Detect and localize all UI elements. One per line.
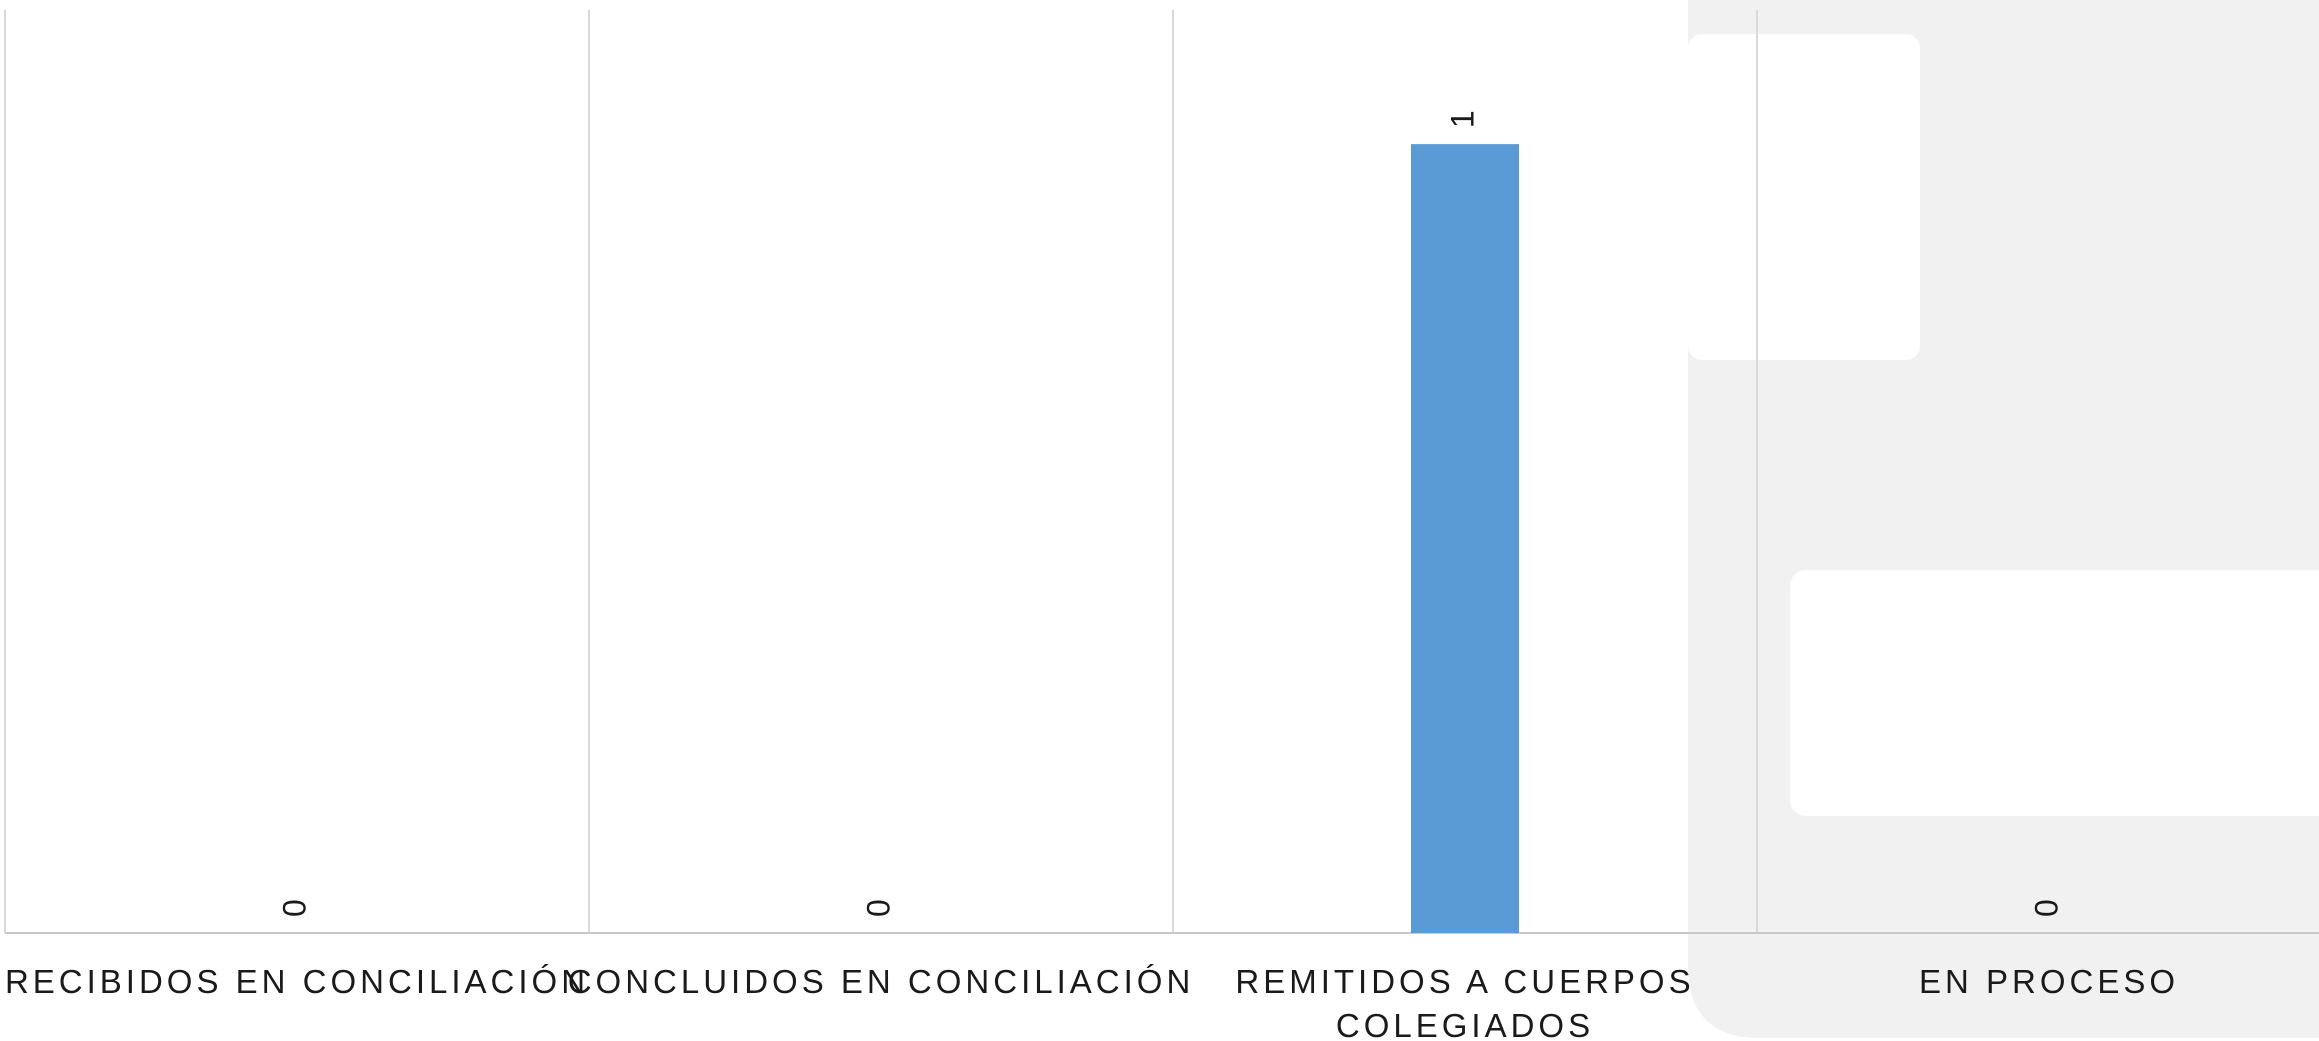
category-tick-label: RECIBIDOS EN CONCILIACIÓN [5,963,589,1000]
bar [1411,144,1519,934]
category-tick-label: EN PROCESO [1919,963,2179,1000]
tick-label-line: REMITIDOS A CUERPOS [1235,963,1694,1000]
tick-label-line: RECIBIDOS EN CONCILIACIÓN [5,963,589,1000]
bars [1411,144,1519,934]
category-tick-label: CONCLUIDOS EN CONCILIACIÓN [568,963,1195,1000]
decor-cutout-top [1688,34,1920,360]
data-label: 0 [860,899,896,917]
decor-cutout-bottom [1790,570,2319,816]
tick-label-line: EN PROCESO [1919,963,2179,1000]
category-tick-label: REMITIDOS A CUERPOS COLEGIADOS [1235,963,1694,1041]
data-label: 0 [2028,899,2064,917]
gridlines [4,10,2319,934]
data-label: 1 [1444,110,1480,128]
tick-label-line: COLEGIADOS [1336,1007,1594,1041]
data-labels: 0 0 1 0 [276,110,2064,917]
data-label: 0 [276,899,312,917]
tick-label-line: CONCLUIDOS EN CONCILIACIÓN [568,963,1195,1000]
